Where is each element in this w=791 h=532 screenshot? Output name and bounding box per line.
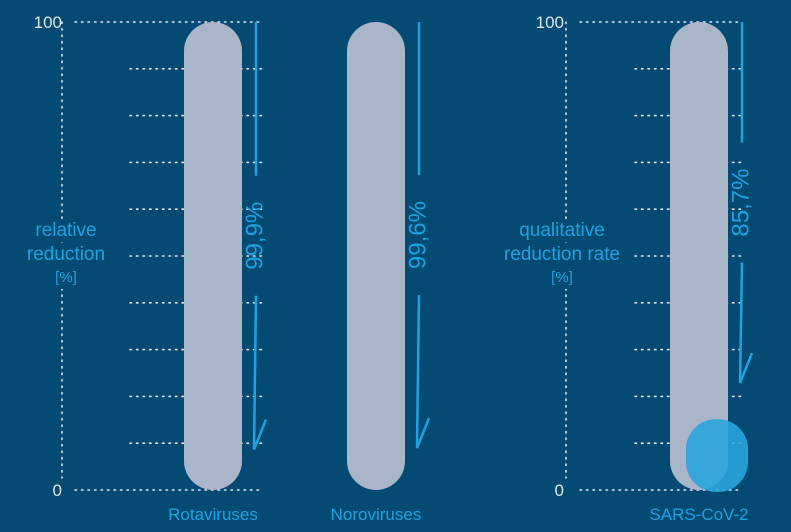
bar: [347, 22, 405, 490]
y-axis-label-bg: [6, 219, 126, 241]
y-tick-label: 100: [536, 13, 564, 32]
y-tick-label: 100: [34, 13, 62, 32]
y-axis-label-bg: [6, 243, 126, 265]
y-axis-label: reduction rate: [504, 244, 620, 265]
reduction-arrow-line: [415, 295, 421, 449]
y-axis-label: [%]: [551, 269, 573, 286]
y-axis-label-bg: [502, 243, 622, 265]
reduction-label: 85,7%: [727, 169, 754, 237]
y-axis-label: [%]: [55, 269, 77, 286]
y-axis-label: qualitative: [519, 220, 605, 241]
reduction-arrow-line: [252, 295, 258, 450]
y-tick-label: 0: [555, 481, 564, 500]
reduction-arrowhead: [415, 417, 431, 449]
reduction-label: 99,6%: [404, 201, 431, 269]
reduction-arrow-line: [738, 262, 744, 384]
residual-bar: [686, 419, 748, 492]
reduction-arrowhead: [738, 352, 754, 384]
bar: [670, 22, 728, 490]
y-axis-label: relative: [35, 220, 96, 241]
x-category-label: Noroviruses: [331, 505, 422, 524]
reduction-label: 99,9%: [241, 202, 268, 270]
y-tick-label: 0: [53, 481, 62, 500]
y-axis-label-bg: [502, 219, 622, 241]
bar: [184, 22, 242, 490]
x-category-label: Rotaviruses: [168, 505, 258, 524]
reduction-arrowhead: [252, 419, 268, 450]
y-axis-label-bg: [6, 267, 126, 289]
y-axis-label: reduction: [27, 244, 105, 265]
y-axis-label-bg: [502, 267, 622, 289]
x-category-label: SARS-CoV-2: [649, 505, 748, 524]
